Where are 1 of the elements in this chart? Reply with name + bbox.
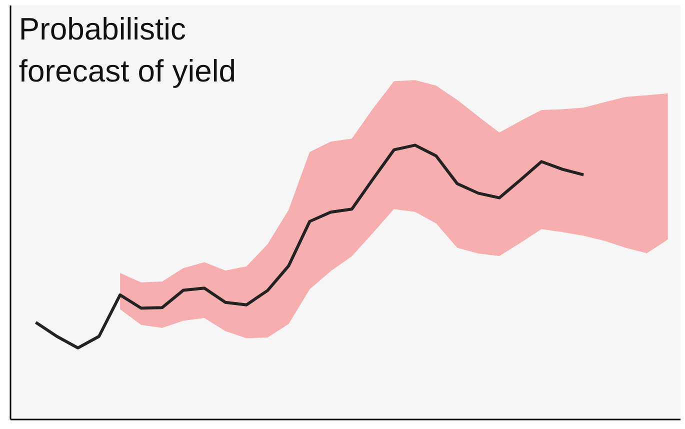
chart-title: Probabilistic forecast of yield <box>18 12 236 89</box>
